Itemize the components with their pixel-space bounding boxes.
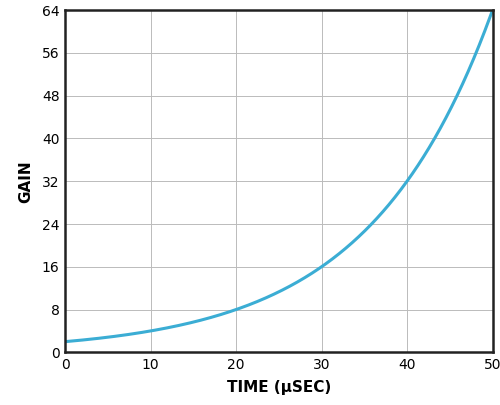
Y-axis label: GAIN: GAIN xyxy=(18,160,34,202)
X-axis label: TIME (μSEC): TIME (μSEC) xyxy=(226,380,331,395)
